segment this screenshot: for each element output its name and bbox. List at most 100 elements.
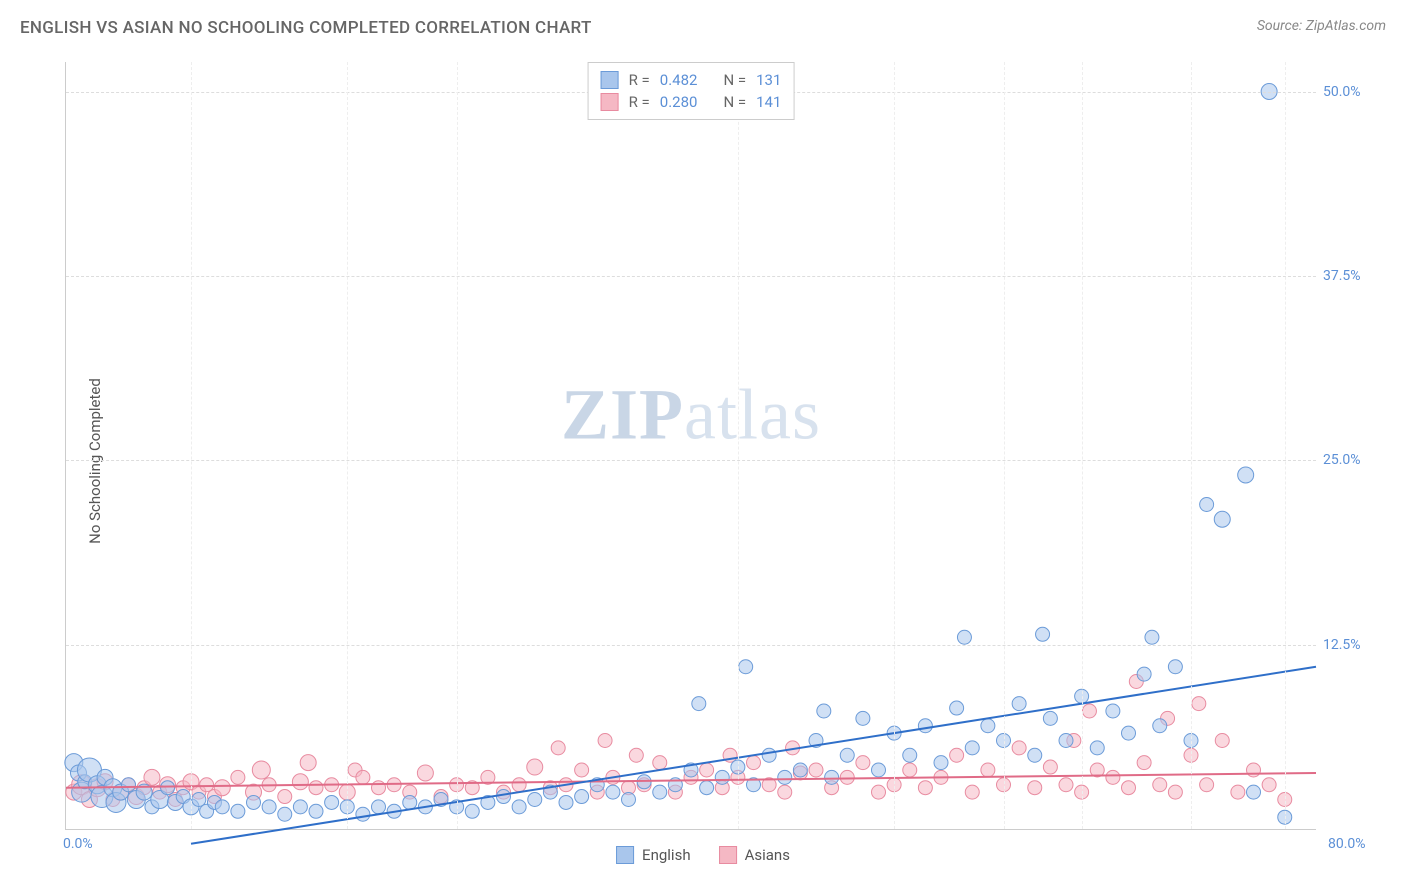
legend-label-asians: Asians [745,846,790,864]
data-point [309,781,323,795]
data-point [161,781,175,795]
r-value-english: 0.482 [660,71,698,89]
data-point [372,800,386,814]
swatch-asians [601,93,619,111]
scatter-svg [66,62,1316,829]
y-tick-label: 37.5% [1323,268,1378,284]
data-point [856,711,870,725]
data-point [629,748,643,762]
data-point [1238,467,1254,483]
data-point [465,804,479,818]
data-point [1106,704,1120,718]
legend-item-asians: Asians [719,846,790,864]
data-point [122,778,136,792]
data-point [1145,630,1159,644]
data-point [739,660,753,674]
data-point [309,804,323,818]
data-point [1231,785,1245,799]
trend-line [191,667,1316,844]
data-point [825,770,839,784]
data-point [840,748,854,762]
data-point [700,781,714,795]
data-point [715,770,729,784]
data-point [692,697,706,711]
data-point [292,774,308,790]
data-point [512,778,526,792]
data-point [762,748,776,762]
data-point [278,807,292,821]
data-point [653,756,667,770]
r-label: R = [629,71,650,89]
y-tick-label: 50.0% [1323,84,1378,100]
data-point [1192,697,1206,711]
data-point [1200,778,1214,792]
y-tick-label: 12.5% [1323,637,1378,653]
data-point [903,748,917,762]
data-point [840,770,854,784]
data-point [403,795,417,809]
data-point [778,770,792,784]
data-point [1153,778,1167,792]
data-point [1168,785,1182,799]
data-point [528,793,542,807]
data-point [293,800,307,814]
data-point [918,781,932,795]
data-point [1168,660,1182,674]
data-point [262,800,276,814]
data-point [934,756,948,770]
n-label: N = [723,71,746,89]
data-point [1214,511,1230,527]
r-value-asians: 0.280 [660,93,698,111]
data-point [417,765,433,781]
data-point [1137,667,1151,681]
data-point [575,763,589,777]
data-point [247,795,261,809]
data-point [325,795,339,809]
data-point [1028,781,1042,795]
data-point [215,800,229,814]
source-prefix: Source: [1257,18,1306,34]
data-point [1090,741,1104,755]
data-point [950,748,964,762]
data-point [1122,781,1136,795]
data-point [981,719,995,733]
data-point [653,785,667,799]
stats-row-asians: R = 0.280 N = 141 [601,91,782,113]
data-point [918,719,932,733]
y-tick-label: 25.0% [1323,452,1378,468]
data-point [747,756,761,770]
data-point [606,785,620,799]
data-point [957,630,971,644]
data-point [950,701,964,715]
data-point [903,763,917,777]
chart-container: No Schooling Completed ZIPatlas R = 0.48… [20,50,1386,872]
x-max-label: 80.0% [1328,836,1366,852]
data-point [1215,734,1229,748]
data-point [809,763,823,777]
plot-area: ZIPatlas R = 0.482 N = 131 R = 0.280 N =… [65,62,1316,830]
source-link[interactable]: ZipAtlas.com [1306,18,1386,34]
data-point [252,761,270,779]
data-point [231,770,245,784]
data-point [622,793,636,807]
data-point [778,785,792,799]
data-point [872,763,886,777]
data-point [214,780,230,796]
data-point [1059,778,1073,792]
stats-row-english: R = 0.482 N = 131 [601,69,782,91]
data-point [300,755,316,771]
data-point [512,800,526,814]
data-point [551,741,565,755]
data-point [1012,741,1026,755]
x-origin-label: 0.0% [63,836,93,852]
r-label: R = [629,93,650,111]
data-point [231,804,245,818]
data-point [356,770,370,784]
swatch-asians [719,846,737,864]
data-point [1012,697,1026,711]
data-point [1043,760,1057,774]
data-point [981,763,995,777]
data-point [965,785,979,799]
data-point [965,741,979,755]
data-point [793,763,807,777]
